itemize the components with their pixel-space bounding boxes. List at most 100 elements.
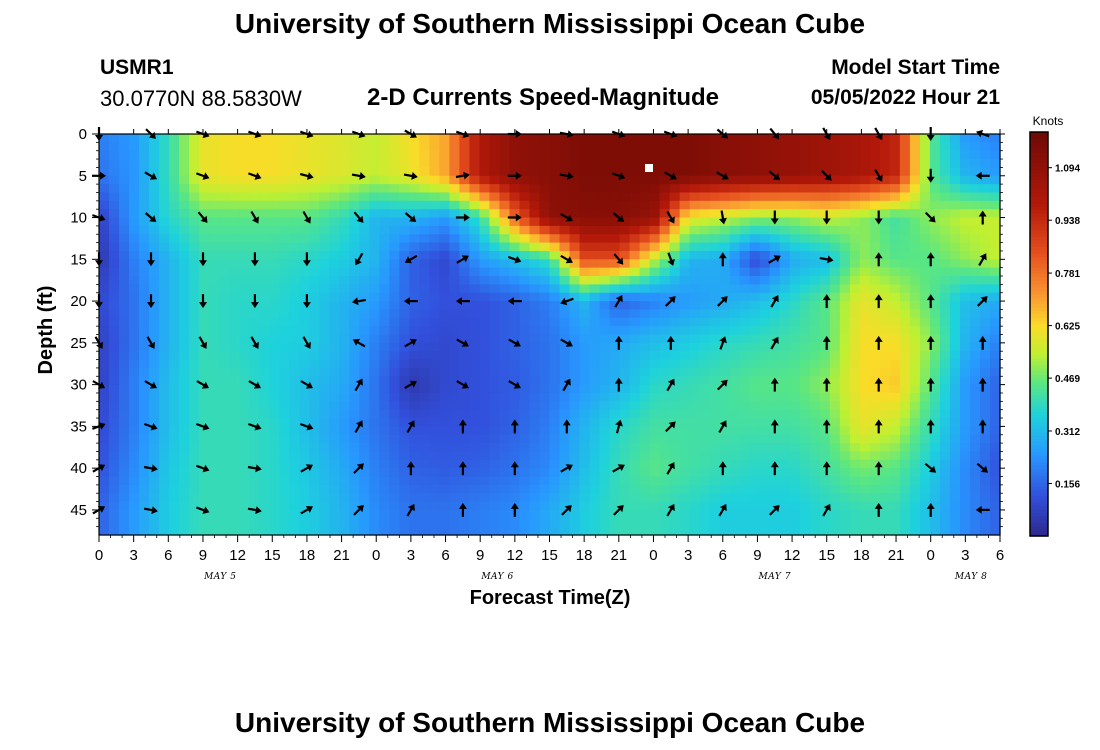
heatmap-cell (109, 451, 120, 461)
heatmap-cell (529, 184, 541, 194)
heatmap-cell (209, 334, 220, 344)
heatmap-cell (99, 501, 110, 511)
heatmap-cell (559, 484, 571, 494)
heatmap-cell (219, 334, 230, 344)
heatmap-cell (149, 284, 160, 294)
heatmap-cell (109, 326, 120, 336)
heatmap-cell (349, 267, 360, 277)
heatmap-cell (879, 409, 891, 419)
heatmap-cell (839, 134, 851, 143)
heatmap-cell (359, 234, 370, 244)
heatmap-cell (209, 276, 220, 285)
heatmap-cell (919, 292, 931, 302)
heatmap-cell (979, 451, 991, 461)
heatmap-cell (179, 509, 190, 519)
heatmap-cell (639, 209, 651, 219)
heatmap-cell (359, 342, 370, 352)
colorbar-segment (1030, 307, 1048, 312)
heatmap-cell (549, 250, 561, 260)
heatmap-cell (709, 200, 721, 210)
heatmap-cell (959, 434, 971, 444)
colorbar-tick-label: 0.625 (1055, 322, 1080, 333)
heatmap-cell (479, 468, 491, 478)
heatmap-cell (229, 167, 240, 177)
heatmap-cell (459, 292, 471, 302)
heatmap-cell (199, 401, 210, 411)
heatmap-cell (869, 134, 881, 143)
heatmap-cell (309, 200, 320, 210)
heatmap-cell (779, 526, 791, 536)
heatmap-cell (239, 501, 250, 511)
heatmap-cell (429, 150, 440, 160)
heatmap-cell (429, 359, 440, 369)
heatmap-cell (489, 142, 501, 152)
heatmap-cell (979, 167, 991, 177)
heatmap-cell (619, 175, 631, 185)
heatmap-cell (239, 259, 250, 269)
heatmap-cell (279, 234, 290, 244)
heatmap-cell (699, 184, 711, 194)
heatmap-cell (819, 150, 831, 160)
heatmap-cell (849, 200, 861, 210)
heatmap-cell (139, 476, 150, 486)
heatmap-cell (569, 384, 581, 394)
heatmap-cell (549, 142, 561, 152)
heatmap-cell (469, 134, 481, 143)
heatmap-cell (529, 384, 541, 394)
heatmap-cell (369, 225, 380, 235)
heatmap-cell (519, 317, 531, 327)
heatmap-cell (519, 276, 531, 285)
heatmap-cell (849, 518, 861, 528)
heatmap-cell (769, 200, 781, 210)
heatmap-cell (719, 434, 731, 444)
heatmap-cell (609, 409, 621, 419)
heatmap-cell (689, 434, 701, 444)
heatmap-cell (189, 192, 200, 202)
heatmap-cell (969, 384, 981, 394)
heatmap-cell (889, 518, 901, 528)
heatmap-cell (819, 184, 831, 194)
heatmap-cell (549, 209, 561, 219)
heatmap-cell (379, 134, 390, 143)
heatmap-cell (819, 451, 831, 461)
heatmap-cell (559, 451, 571, 461)
heatmap-cell (639, 443, 651, 453)
heatmap-cell (299, 225, 310, 235)
heatmap-cell (899, 317, 911, 327)
heatmap-cell (789, 292, 801, 302)
heatmap-cell (739, 259, 751, 269)
heatmap-cell (289, 468, 300, 478)
heatmap-cell (129, 317, 140, 327)
heatmap-cell (709, 409, 721, 419)
heatmap-cell (619, 342, 631, 352)
heatmap-cell (169, 384, 180, 394)
heatmap-cell (409, 359, 420, 369)
heatmap-cell (849, 217, 861, 227)
heatmap-cell (319, 292, 330, 302)
heatmap-cell (99, 401, 110, 411)
heatmap-cell (119, 292, 130, 302)
heatmap-cell (809, 334, 821, 344)
heatmap-cell (109, 234, 120, 244)
heatmap-cell (309, 392, 320, 402)
heatmap-cell (549, 409, 561, 419)
colorbar-segment (1030, 152, 1048, 157)
heatmap-cell (259, 367, 270, 377)
heatmap-cell (379, 501, 390, 511)
heatmap-cell (779, 468, 791, 478)
heatmap-cell (879, 459, 891, 469)
heatmap-cell (279, 159, 290, 169)
heatmap-cell (509, 159, 521, 169)
heatmap-cell (609, 301, 621, 311)
heatmap-cell (459, 200, 471, 210)
heatmap-cell (219, 401, 230, 411)
heatmap-cell (589, 342, 601, 352)
heatmap-cell (809, 301, 821, 311)
heatmap-cell (899, 242, 911, 252)
current-arrow (614, 377, 623, 392)
heatmap-cell (769, 267, 781, 277)
heatmap-cell (649, 250, 661, 260)
heatmap-cell (559, 359, 571, 369)
heatmap-cell (269, 384, 280, 394)
heatmap-cell (119, 434, 130, 444)
